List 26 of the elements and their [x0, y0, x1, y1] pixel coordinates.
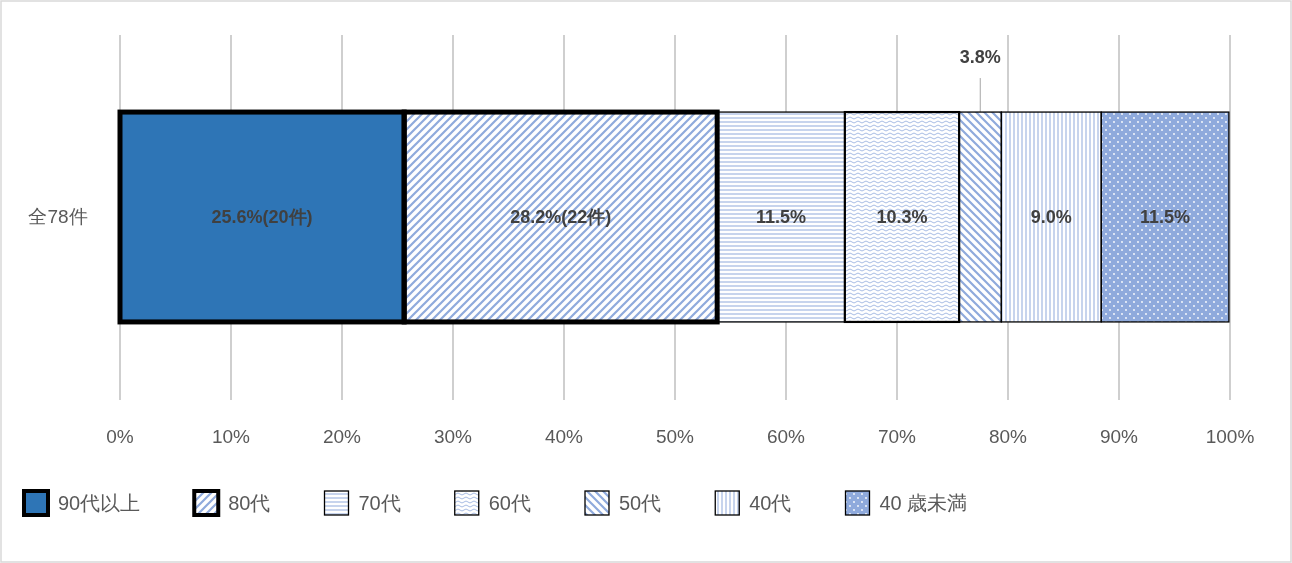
legend-label: 40代	[749, 492, 792, 514]
legend-label: 70代	[358, 492, 401, 514]
data-label: 11.5%	[1140, 207, 1191, 227]
legend-label: 80代	[228, 492, 271, 514]
x-tick-label: 80%	[988, 426, 1028, 447]
legend-label: 50代	[619, 492, 662, 514]
x-tick-label: 40%	[544, 426, 584, 447]
data-label: 10.3%	[876, 207, 928, 227]
x-tick-label: 0%	[106, 426, 134, 447]
legend-label: 40 歳未満	[879, 492, 968, 514]
data-label: 11.5%	[755, 207, 807, 227]
x-tick-label: 30%	[433, 426, 473, 447]
data-label: 28.2%(22件)	[510, 207, 612, 227]
legend-label: 90代以上	[58, 492, 141, 514]
x-tick-label: 20%	[322, 426, 362, 447]
legend-label: 60代	[488, 492, 531, 514]
data-label: 3.8%	[959, 47, 1001, 68]
x-tick-label: 60%	[766, 426, 806, 447]
y-tick-label: 全78件	[28, 206, 88, 227]
data-label: 9.0%	[1030, 207, 1072, 227]
data-label: 25.6%(20件)	[211, 207, 313, 227]
x-tick-label: 10%	[211, 426, 251, 447]
x-tick-label: 50%	[655, 426, 695, 447]
x-tick-label: 90%	[1099, 426, 1139, 447]
x-tick-label: 100%	[1205, 426, 1255, 447]
x-tick-label: 70%	[877, 426, 917, 447]
